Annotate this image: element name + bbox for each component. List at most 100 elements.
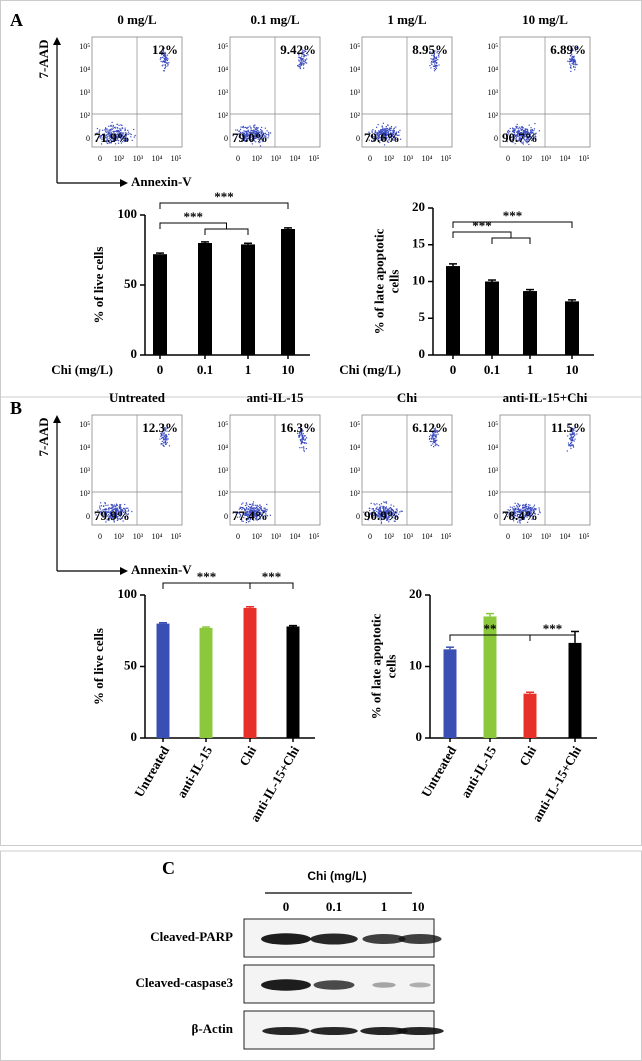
event-dot [378,514,380,516]
event-dot [571,60,573,62]
event-dot [118,506,121,509]
event-dot [115,130,118,132]
event-dot [245,512,247,514]
event-dot [119,135,122,137]
blot-band [362,934,406,944]
event-dot [299,435,301,438]
event-dot [437,54,440,57]
event-dot [257,127,259,129]
event-dot [299,65,301,67]
event-dot [517,127,519,130]
event-dot [240,506,243,509]
event-dot [110,141,112,144]
quadrant-percent: 78.4% [502,508,538,523]
event-dot [121,132,123,134]
event-dot [267,134,269,136]
event-dot [385,132,387,134]
event-dot [250,508,252,510]
event-dot [383,510,385,512]
event-dot [534,135,536,137]
event-dot [533,509,535,511]
event-dot [392,509,395,511]
event-dot [162,51,164,53]
event-dot [399,511,401,513]
event-dot [300,441,303,443]
panel-label: A [10,10,23,30]
event-dot [515,517,517,520]
event-dot [269,514,272,516]
event-dot [569,429,571,431]
event-dot [251,134,254,136]
event-dot [523,135,525,137]
event-dot [524,514,527,516]
event-dot [248,513,251,515]
event-dot [524,505,527,507]
event-dot [390,140,393,143]
event-dot [119,132,122,134]
blot-band [313,980,355,990]
event-dot [250,511,252,513]
event-dot [120,513,123,515]
event-dot [259,141,261,143]
event-dot [300,64,302,67]
event-dot [268,135,270,137]
event-dot [369,513,371,515]
event-dot [114,126,116,129]
y-tick-label: 10³ [80,88,91,97]
event-dot [522,137,524,139]
y-tick-label: 100 [118,206,138,221]
event-dot [105,513,108,515]
event-dot [117,513,119,515]
event-dot [303,442,305,444]
event-dot [118,507,120,509]
event-dot [512,129,515,132]
event-dot [166,439,168,441]
event-dot [516,515,518,517]
event-dot [394,511,396,513]
event-dot [163,432,165,434]
x-axis-label: Chi (mg/L) [51,362,113,377]
event-dot [116,504,118,507]
event-dot [518,126,520,128]
event-dot [434,438,436,440]
event-dot [521,128,524,130]
event-dot [239,133,241,135]
event-dot [242,520,244,523]
event-dot [573,435,575,437]
event-dot [109,134,111,136]
event-dot [256,514,258,517]
bar [446,266,460,355]
event-dot [247,517,250,519]
event-dot [435,434,437,436]
event-dot [517,140,519,142]
event-dot [521,510,523,512]
event-dot [521,504,524,506]
y-tick-label: 0 [86,512,90,521]
event-dot [116,131,118,133]
event-dot [389,127,392,129]
event-dot [428,435,431,438]
event-dot [523,518,525,520]
event-dot [111,128,113,130]
event-dot [256,516,258,518]
event-dot [98,131,100,133]
event-dot [133,128,135,131]
y-tick-label: 10² [80,489,91,498]
event-dot [433,67,435,70]
event-dot [121,134,123,137]
event-dot [106,136,109,138]
event-dot [380,131,382,133]
event-dot [520,508,522,510]
event-dot [121,132,123,134]
event-dot [247,126,249,128]
event-dot [525,503,527,505]
event-dot [511,130,514,132]
blot-band [310,1027,358,1035]
event-dot [437,430,439,432]
event-dot [247,130,249,132]
event-dot [249,506,251,508]
x-tick-label: 0 [506,154,510,163]
event-dot [570,64,572,66]
event-dot [253,126,255,128]
event-dot [303,56,305,58]
